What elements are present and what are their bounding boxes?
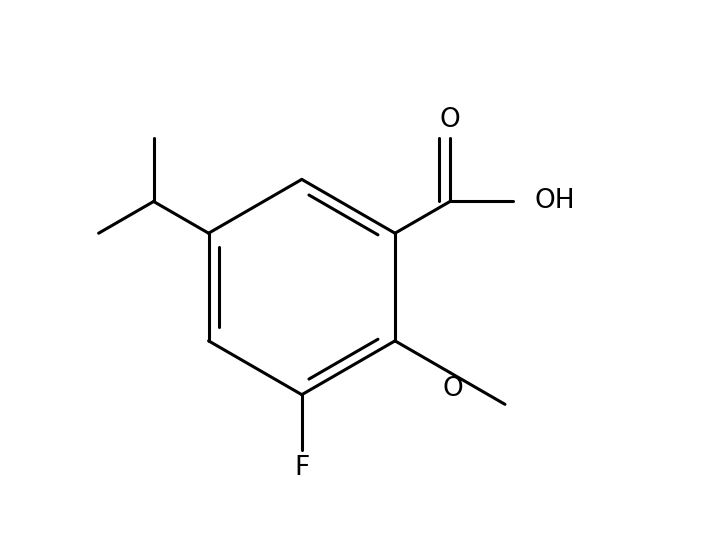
Text: OH: OH [535, 188, 575, 215]
Text: O: O [440, 107, 461, 134]
Text: O: O [443, 376, 463, 402]
Text: F: F [294, 455, 309, 481]
